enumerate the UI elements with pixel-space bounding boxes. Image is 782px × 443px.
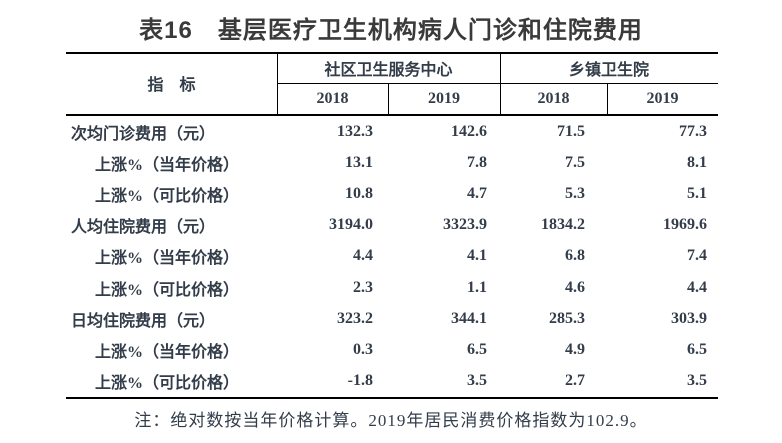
stats-table: 指 标 社区卫生服务中心 乡镇卫生院 2018 2019 2018 2019 次… bbox=[66, 52, 718, 400]
value-cell: 3323.9 bbox=[443, 216, 487, 234]
year-divider-township bbox=[607, 83, 608, 114]
value-cell: 0.3 bbox=[353, 340, 373, 358]
value-cell: 6.5 bbox=[467, 340, 487, 358]
header-group-community: 社区卫生服务中心 bbox=[324, 61, 453, 79]
value-cell: 5.3 bbox=[565, 184, 585, 202]
table-row: 上涨%（当年价格） 13.1 7.8 7.5 8.1 bbox=[66, 147, 718, 178]
value-cell: 4.4 bbox=[687, 278, 707, 296]
value-cell: 6.5 bbox=[687, 340, 707, 358]
value-cell: 7.5 bbox=[565, 153, 585, 171]
value-cell: 77.3 bbox=[679, 122, 707, 140]
value-cell: 4.6 bbox=[565, 278, 585, 296]
value-cell: 303.9 bbox=[671, 309, 707, 327]
table-row: 上涨%（可比价格） 2.3 1.1 4.6 4.4 bbox=[66, 272, 718, 303]
header-group-divider bbox=[277, 83, 718, 84]
value-cell: 2.7 bbox=[565, 372, 585, 390]
table-note: 注：绝对数按当年价格计算。2019年居民消费价格指数为102.9。 bbox=[134, 411, 648, 430]
header-year: 2018 bbox=[537, 89, 570, 107]
value-cell: 4.7 bbox=[467, 184, 487, 202]
header-bottom-border bbox=[66, 114, 718, 116]
indicator-label: 上涨%（当年价格） bbox=[95, 250, 240, 268]
indicator-label: 上涨%（当年价格） bbox=[95, 156, 240, 174]
value-cell: 323.2 bbox=[337, 309, 373, 327]
table-title: 表16 基层医疗卫生机构病人门诊和住院费用 bbox=[139, 17, 643, 44]
value-cell: 142.6 bbox=[451, 122, 487, 140]
value-cell: 3.5 bbox=[467, 372, 487, 390]
value-cell: 2.3 bbox=[353, 278, 373, 296]
value-cell: 132.3 bbox=[337, 122, 373, 140]
table-row: 上涨%（可比价格） -1.8 3.5 2.7 3.5 bbox=[66, 366, 718, 397]
header-year: 2018 bbox=[316, 89, 349, 107]
indicator-label: 上涨%（可比价格） bbox=[95, 187, 240, 205]
value-cell: 6.8 bbox=[565, 247, 585, 265]
value-cell: 4.4 bbox=[353, 247, 373, 265]
indicator-label: 人均住院费用（元） bbox=[71, 219, 216, 237]
value-cell: 3.5 bbox=[687, 372, 707, 390]
table-border-bottom bbox=[66, 397, 718, 399]
header-indicator: 指 标 bbox=[147, 77, 196, 94]
indicator-label: 上涨%（可比价格） bbox=[95, 375, 240, 393]
header-year: 2019 bbox=[428, 89, 460, 107]
year-divider-community bbox=[388, 83, 389, 114]
value-cell: 8.1 bbox=[687, 153, 707, 171]
value-cell: 1.1 bbox=[467, 278, 487, 296]
value-cell: 7.8 bbox=[467, 153, 487, 171]
value-cell: 3194.0 bbox=[329, 216, 373, 234]
header-group-township: 乡镇卫生院 bbox=[568, 61, 649, 79]
table-row: 上涨%（当年价格） 0.3 6.5 4.9 6.5 bbox=[66, 334, 718, 365]
value-cell: 7.4 bbox=[687, 247, 707, 265]
value-cell: 71.5 bbox=[557, 122, 585, 140]
indicator-label: 上涨%（当年价格） bbox=[95, 343, 240, 361]
table-row: 次均门诊费用（元） 132.3 142.6 71.5 77.3 bbox=[66, 116, 718, 147]
value-cell: 1969.6 bbox=[663, 216, 707, 234]
value-cell: 10.8 bbox=[345, 184, 373, 202]
indicator-label: 上涨%（可比价格） bbox=[95, 281, 240, 299]
value-cell: 4.1 bbox=[467, 247, 487, 265]
table-row: 上涨%（当年价格） 4.4 4.1 6.8 7.4 bbox=[66, 241, 718, 272]
indicator-label: 次均门诊费用（元） bbox=[71, 125, 216, 143]
table-rows: 次均门诊费用（元） 132.3 142.6 71.5 77.3 上涨%（当年价格） 13.1… bbox=[66, 116, 718, 397]
indicator-column-divider bbox=[277, 52, 278, 114]
value-cell: 1834.2 bbox=[541, 216, 585, 234]
table-row: 人均住院费用（元） 3194.0 3323.9 1834.2 1969.6 bbox=[66, 210, 718, 241]
indicator-label: 日均住院费用（元） bbox=[71, 312, 216, 330]
value-cell: 4.9 bbox=[565, 340, 585, 358]
value-cell: 344.1 bbox=[451, 309, 487, 327]
group-column-divider bbox=[500, 52, 501, 114]
value-cell: 5.1 bbox=[687, 184, 707, 202]
value-cell: 13.1 bbox=[345, 153, 373, 171]
header-year: 2019 bbox=[646, 89, 679, 107]
table-row: 日均住院费用（元） 323.2 344.1 285.3 303.9 bbox=[66, 303, 718, 334]
table-border-top bbox=[66, 52, 718, 54]
value-cell: 285.3 bbox=[549, 309, 585, 327]
table-row: 上涨%（可比价格） 10.8 4.7 5.3 5.1 bbox=[66, 178, 718, 209]
value-cell: -1.8 bbox=[347, 372, 373, 390]
